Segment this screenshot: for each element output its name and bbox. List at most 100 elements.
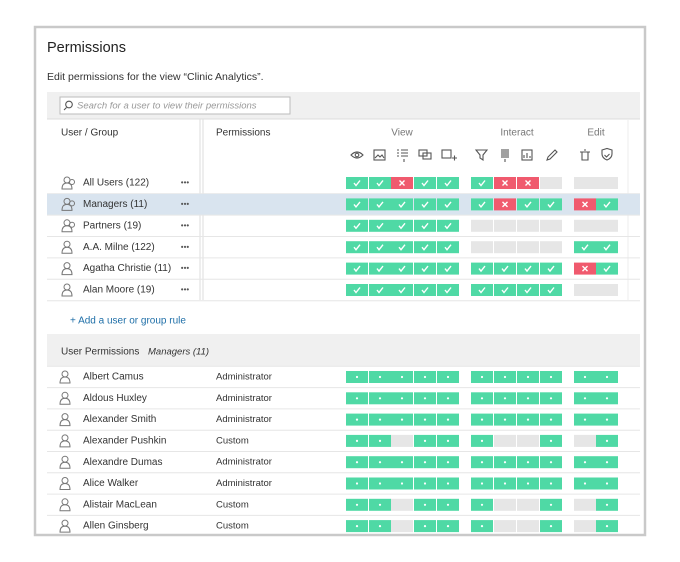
deny-icon — [582, 201, 588, 208]
permission-cell — [517, 520, 539, 533]
permission-cell — [414, 262, 436, 275]
dot-icon — [526, 375, 530, 379]
dot-icon — [480, 418, 484, 421]
dot-icon — [549, 397, 553, 400]
dot-icon — [378, 397, 382, 400]
permission-cell — [574, 219, 596, 232]
permission-cell — [346, 284, 368, 296]
dot-icon — [355, 418, 359, 421]
dot-icon — [480, 375, 484, 379]
more-menu[interactable]: ••• — [181, 264, 190, 273]
dot-icon — [378, 439, 382, 442]
permission-cell — [437, 177, 459, 189]
permission-cell — [437, 219, 459, 232]
dot-icon — [605, 503, 609, 506]
permission-cell — [494, 284, 516, 296]
user-role: Administrator — [216, 393, 272, 404]
avatar-icon — [59, 482, 71, 490]
permission-cell — [346, 262, 368, 275]
dot-icon — [423, 482, 427, 485]
rule-name[interactable]: Managers (11) — [83, 199, 147, 210]
dot-icon — [549, 482, 553, 485]
check-icon — [398, 265, 406, 273]
dot-icon — [480, 439, 484, 442]
deny-icon — [502, 180, 508, 186]
permission-cell — [596, 198, 618, 211]
permission-cell — [494, 498, 516, 511]
check-icon — [524, 201, 532, 209]
permission-cell — [540, 219, 562, 232]
check-icon — [547, 287, 555, 294]
permission-cell — [596, 219, 618, 232]
avatar-icon — [69, 179, 75, 185]
dot-icon — [605, 525, 609, 528]
check-icon — [444, 201, 452, 209]
permission-cell — [471, 262, 493, 275]
dot-icon — [400, 375, 404, 379]
deny-icon — [502, 201, 508, 208]
check-icon — [353, 265, 361, 273]
permission-cell — [540, 177, 562, 189]
permission-cell — [574, 177, 596, 189]
user-role: Custom — [216, 435, 249, 446]
permission-cell — [391, 434, 413, 447]
dot-icon — [605, 482, 609, 485]
check-icon — [478, 201, 486, 209]
avatar-icon — [69, 221, 75, 228]
permission-cell — [574, 284, 596, 296]
section-header — [47, 334, 640, 366]
permission-cell — [596, 262, 618, 275]
more-menu[interactable]: ••• — [181, 200, 190, 209]
rule-name[interactable]: Alan Moore (19) — [83, 285, 155, 296]
check-icon — [398, 201, 406, 209]
avatar-icon — [61, 182, 73, 190]
check-icon — [376, 222, 384, 230]
rule-name[interactable]: Partners (19) — [83, 220, 141, 231]
permission-cell — [494, 241, 516, 254]
avatar-icon — [61, 203, 73, 211]
dot-icon — [583, 482, 587, 485]
dot-icon — [355, 482, 359, 485]
rule-name[interactable]: All Users (122) — [83, 178, 149, 189]
avatar-icon — [69, 200, 75, 207]
check-icon — [444, 222, 452, 230]
user-name: Alice Walker — [83, 478, 139, 489]
permission-cell — [574, 498, 596, 511]
dot-icon — [480, 503, 484, 506]
more-menu[interactable]: ••• — [181, 178, 190, 187]
permission-cell — [494, 434, 516, 447]
avatar-icon — [59, 419, 71, 427]
more-menu[interactable]: ••• — [181, 221, 190, 230]
dot-icon — [355, 397, 359, 400]
dot-icon — [605, 439, 609, 442]
search-icon — [63, 107, 67, 111]
check-icon — [421, 180, 429, 187]
user-name: Alexander Pushkin — [83, 436, 166, 447]
dot-icon — [378, 418, 382, 421]
permission-cell — [437, 284, 459, 296]
check-icon — [353, 222, 361, 230]
check-icon — [444, 287, 452, 294]
add-rule-link[interactable]: + Add a user or group rule — [70, 316, 186, 327]
avatar-icon — [61, 268, 73, 276]
dot-icon — [583, 397, 587, 400]
dot-icon — [423, 525, 427, 528]
rule-name[interactable]: A.A. Milne (122) — [83, 242, 155, 253]
dot-icon — [526, 397, 530, 400]
permission-cell — [596, 177, 618, 189]
user-name: Allen Ginsberg — [83, 521, 149, 532]
dot-icon — [480, 525, 484, 528]
permission-cell — [540, 262, 562, 275]
search-input[interactable] — [59, 96, 291, 115]
dot-icon — [355, 525, 359, 528]
rule-name[interactable]: Agatha Christie (11) — [83, 263, 171, 274]
more-menu[interactable]: ••• — [181, 285, 190, 294]
more-menu[interactable]: ••• — [181, 242, 190, 251]
permission-cell — [540, 241, 562, 254]
user-name: Aldous Huxley — [83, 393, 147, 404]
permission-cell — [369, 198, 391, 211]
permission-cell — [391, 198, 413, 211]
permission-cell — [574, 241, 596, 254]
permission-cell — [414, 241, 436, 254]
